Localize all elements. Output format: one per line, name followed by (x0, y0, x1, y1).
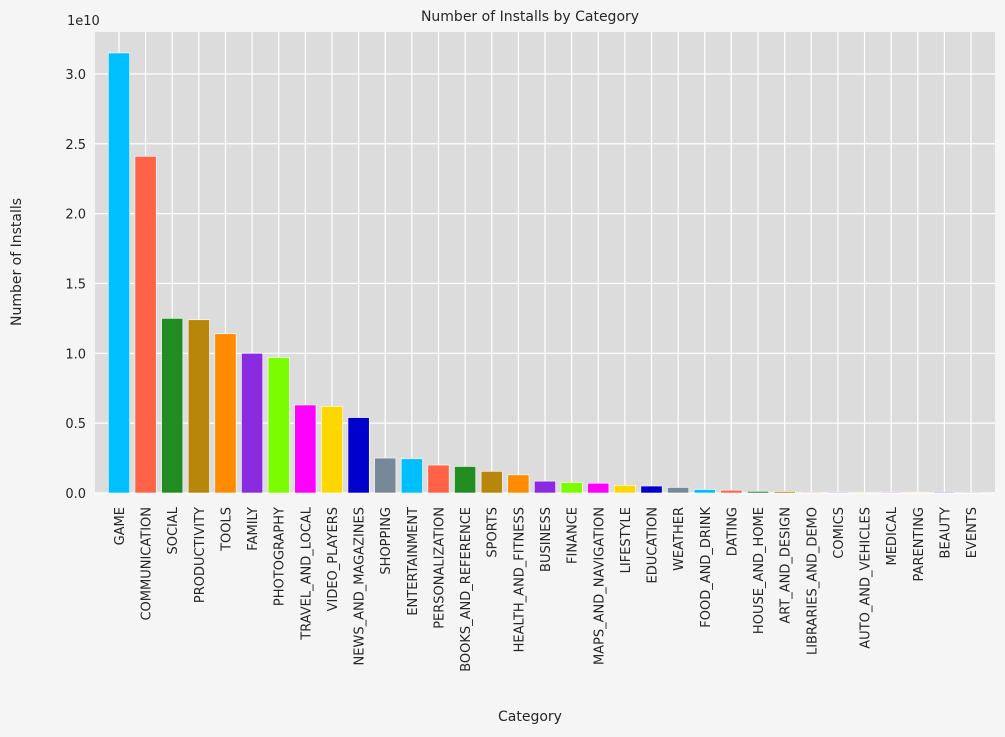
x-tick-label: PRODUCTIVITY (193, 507, 208, 603)
bar-entertainment (400, 458, 423, 494)
bar-libraries-and-demo (800, 491, 823, 494)
x-tick-label: ART_AND_DESIGN (779, 507, 794, 624)
x-tick-label: FOOD_AND_DRINK (699, 507, 714, 628)
bar-art-and-design (773, 491, 796, 494)
x-tick-label: HEALTH_AND_FITNESS (512, 507, 527, 652)
x-tick-label: COMICS (832, 507, 847, 559)
bar-tools (214, 333, 237, 494)
bar-parenting (906, 491, 929, 494)
x-tick-label: BUSINESS (539, 507, 554, 572)
x-tick-label: GAME (113, 507, 128, 545)
x-tick-label: HOUSE_AND_HOME (752, 507, 767, 634)
bar-family (241, 353, 264, 494)
x-tick-label: BEAUTY (938, 507, 953, 558)
y-tick-label: 3.0 (65, 68, 86, 83)
bar-events (960, 491, 982, 494)
x-tick-label: LIFESTYLE (619, 507, 634, 573)
bar-photography (267, 357, 290, 494)
x-tick-label: AUTO_AND_VEHICLES (859, 507, 874, 649)
bar-beauty (933, 491, 956, 494)
y-tick-labels: 0.0 0.5 1.0 1.5 2.0 2.5 3.0 (65, 68, 86, 502)
bar-food-and-drink (693, 489, 716, 494)
bar-game (108, 52, 130, 494)
bar-dating (720, 489, 743, 494)
y-axis-label: Number of Installs (9, 198, 25, 326)
x-tick-label: BOOKS_AND_REFERENCE (459, 507, 474, 672)
y-tick-label: 2.0 (65, 208, 86, 223)
x-axis-label: Category (498, 709, 562, 725)
bar-personalization (427, 464, 450, 494)
chart-title: Number of Installs by Category (421, 9, 639, 25)
bars (108, 52, 982, 494)
bar-sports (480, 471, 503, 494)
bar-maps-and-navigation (587, 482, 610, 494)
x-tick-label: LIBRARIES_AND_DEMO (805, 507, 820, 655)
bar-weather (667, 487, 690, 494)
y-offset-label: 1e10 (67, 14, 100, 29)
x-tick-label: MEDICAL (885, 506, 900, 565)
x-tick-label: EVENTS (965, 507, 980, 558)
bar-medical (880, 491, 903, 494)
x-tick-label: TRAVEL_AND_LOCAL (299, 506, 314, 640)
bar-social (161, 318, 184, 494)
x-tick-label: PERSONALIZATION (432, 507, 447, 629)
bar-shopping (374, 457, 397, 494)
x-tick-label: DATING (725, 507, 740, 556)
x-tick-label: SHOPPING (379, 507, 394, 575)
bar-video-players (321, 406, 343, 494)
bar-house-and-home (747, 491, 769, 494)
y-tick-label: 0.0 (65, 487, 86, 502)
bar-comics (826, 491, 849, 494)
x-tick-label: FAMILY (246, 507, 261, 551)
y-tick-label: 0.5 (65, 417, 86, 432)
x-tick-label: PHOTOGRAPHY (273, 507, 288, 606)
x-tick-label: FINANCE (566, 507, 581, 564)
x-tick-labels: GAME COMMUNICATION SOCIAL PRODUCTIVITY TOOLS… (113, 506, 980, 672)
bar-lifestyle (613, 485, 636, 494)
bar-books-and-reference (454, 466, 477, 494)
bar-finance (560, 482, 583, 494)
bar-news-and-magazines (347, 417, 370, 494)
x-tick-label: PARENTING (912, 507, 927, 581)
bar-auto-and-vehicles (853, 491, 876, 494)
y-tick-label: 2.5 (65, 138, 86, 153)
x-tick-label: SPORTS (486, 507, 501, 558)
bar-education (640, 485, 663, 494)
bar-communication (134, 156, 157, 494)
x-tick-label: COMMUNICATION (140, 507, 155, 621)
bar-health-and-fitness (507, 474, 530, 494)
x-tick-label: WEATHER (672, 507, 687, 571)
y-tick-label: 1.5 (65, 277, 86, 292)
bar-business (534, 480, 556, 494)
x-tick-label: ENTERTAINMENT (406, 507, 421, 616)
x-tick-label: VIDEO_PLAYERS (326, 507, 341, 611)
x-tick-label: NEWS_AND_MAGAZINES (353, 507, 368, 665)
x-tick-label: MAPS_AND_NAVIGATION (592, 507, 607, 665)
x-tick-label: SOCIAL (166, 506, 181, 554)
bar-travel-and-local (294, 404, 317, 494)
x-tick-label: EDUCATION (646, 507, 661, 583)
bar-productivity (187, 319, 210, 494)
x-tick-label: TOOLS (219, 507, 234, 552)
y-tick-label: 1.0 (65, 347, 86, 362)
